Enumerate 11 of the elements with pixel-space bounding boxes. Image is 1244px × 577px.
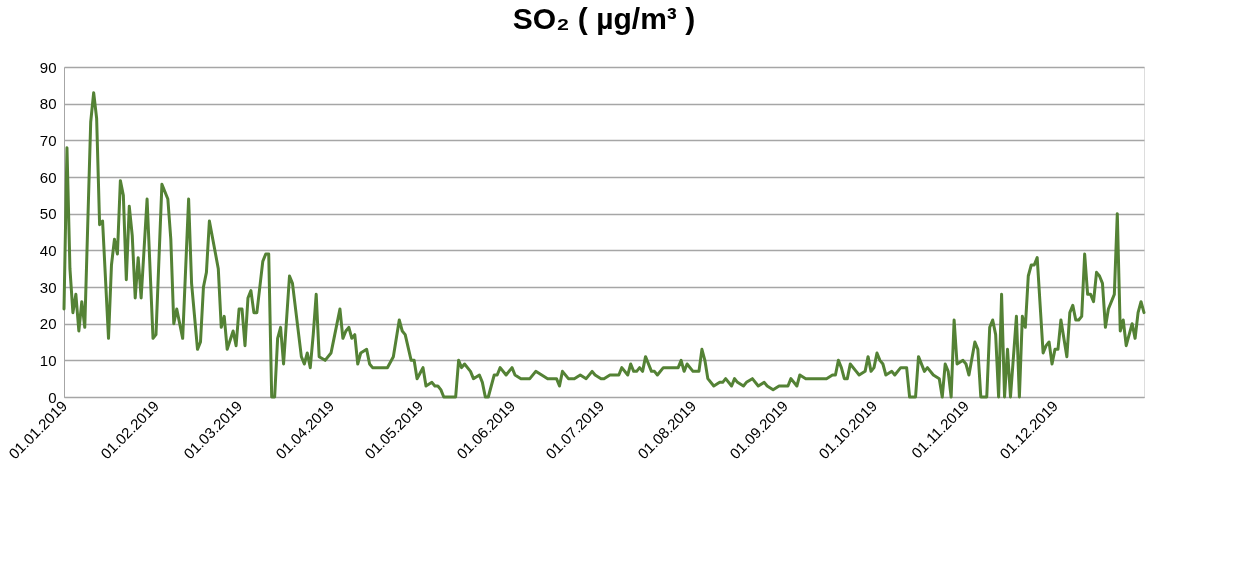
y-tick-label: 20 (39, 315, 57, 333)
y-tick-label: 50 (39, 205, 57, 223)
y-tick-label: 10 (39, 351, 57, 369)
y-tick-label: 70 (39, 131, 57, 149)
y-tick-label: 40 (39, 241, 57, 259)
chart-title: SO₂ ( µg/m³ ) (512, 2, 696, 35)
y-tick-label: 90 (39, 58, 57, 76)
y-tick-label: 60 (39, 168, 57, 186)
y-tick-label: 30 (39, 278, 57, 296)
y-tick-label: 80 (39, 95, 57, 113)
y-tick-label: 0 (48, 388, 57, 406)
